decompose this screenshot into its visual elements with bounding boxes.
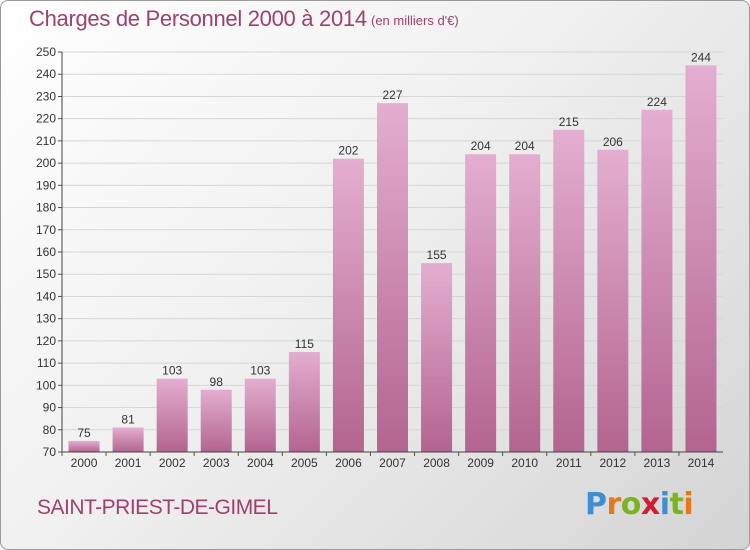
data-label: 204: [515, 139, 535, 153]
x-tick-label: 2007: [379, 456, 406, 470]
commune-name: SAINT-PRIEST-DE-GIMEL: [37, 496, 278, 519]
y-tick-label: 220: [36, 112, 56, 126]
y-tick-label: 130: [36, 312, 56, 326]
x-tick-label: 2008: [423, 456, 450, 470]
logo-letter: i: [659, 487, 670, 522]
data-label: 244: [691, 50, 711, 64]
bar: [597, 149, 629, 452]
x-tick-label: 2005: [291, 456, 318, 470]
y-tick-label: 210: [36, 134, 56, 148]
data-label: 155: [427, 248, 447, 262]
x-tick-label: 2004: [247, 456, 274, 470]
x-tick-label: 2000: [71, 456, 98, 470]
y-tick-label: 120: [36, 334, 56, 348]
logo-letter: o: [620, 487, 642, 522]
x-tick-label: 2009: [467, 456, 494, 470]
data-label: 206: [603, 135, 623, 149]
y-tick-label: 70: [43, 445, 57, 459]
proxiti-logo: Proxiti: [585, 487, 694, 522]
y-tick-label: 150: [36, 267, 56, 281]
y-tick-label: 170: [36, 223, 56, 237]
bar: [509, 154, 541, 452]
x-tick-label: 2014: [688, 456, 715, 470]
bar: [377, 103, 408, 452]
axes: 7080901001101201301401501601701801902002…: [36, 45, 723, 470]
bar: [200, 389, 232, 452]
chart-subtitle: (en milliers d'€): [371, 13, 459, 28]
y-tick-label: 110: [37, 356, 56, 370]
bar: [685, 65, 717, 452]
data-label: 103: [162, 364, 182, 378]
bar: [244, 378, 276, 452]
x-tick-label: 2011: [556, 456, 582, 470]
logo-letter: x: [640, 487, 660, 522]
x-tick-label: 2003: [203, 456, 230, 470]
bar: [68, 440, 100, 452]
x-tick-label: 2002: [159, 456, 186, 470]
x-tick-label: 2013: [644, 456, 671, 470]
data-label: 98: [210, 375, 224, 389]
bars: 75 81 103 98 103 115 202 227 155 204 204 215 206 224 2…: [68, 50, 717, 453]
y-tick-label: 200: [36, 156, 56, 170]
data-label: 81: [121, 413, 135, 427]
logo-letter: r: [606, 487, 622, 522]
bar: [421, 263, 453, 452]
y-tick-label: 80: [43, 423, 57, 437]
y-tick-label: 100: [36, 378, 56, 392]
bar: [156, 378, 188, 452]
data-label: 75: [77, 426, 91, 440]
data-label: 103: [250, 364, 270, 378]
y-tick-label: 160: [36, 245, 56, 259]
x-tick-label: 2001: [115, 456, 142, 470]
data-label: 227: [382, 88, 402, 102]
x-tick-label: 2012: [599, 456, 626, 470]
chart-title: Charges de Personnel 2000 à 2014: [29, 6, 367, 31]
bar: [465, 154, 497, 452]
bar: [641, 109, 673, 453]
logo-letter: t: [669, 487, 684, 522]
x-tick-label: 2006: [335, 456, 362, 470]
data-label: 224: [647, 95, 667, 109]
bar: [112, 427, 144, 452]
bar: [288, 352, 320, 452]
data-label: 215: [559, 115, 579, 129]
logo-letter: P: [585, 487, 607, 522]
y-tick-label: 140: [36, 289, 56, 303]
y-tick-label: 240: [36, 67, 56, 81]
bar: [553, 129, 585, 452]
logo-letter: i: [683, 487, 694, 522]
y-tick-label: 180: [36, 201, 56, 215]
data-label: 204: [471, 139, 491, 153]
y-tick-label: 90: [43, 401, 57, 415]
y-tick-label: 230: [36, 89, 56, 103]
y-tick-label: 250: [36, 45, 56, 59]
data-label: 202: [338, 144, 358, 158]
bar: [332, 158, 364, 452]
y-tick-label: 190: [36, 178, 56, 192]
x-tick-label: 2010: [511, 456, 538, 470]
data-label: 115: [295, 337, 314, 351]
